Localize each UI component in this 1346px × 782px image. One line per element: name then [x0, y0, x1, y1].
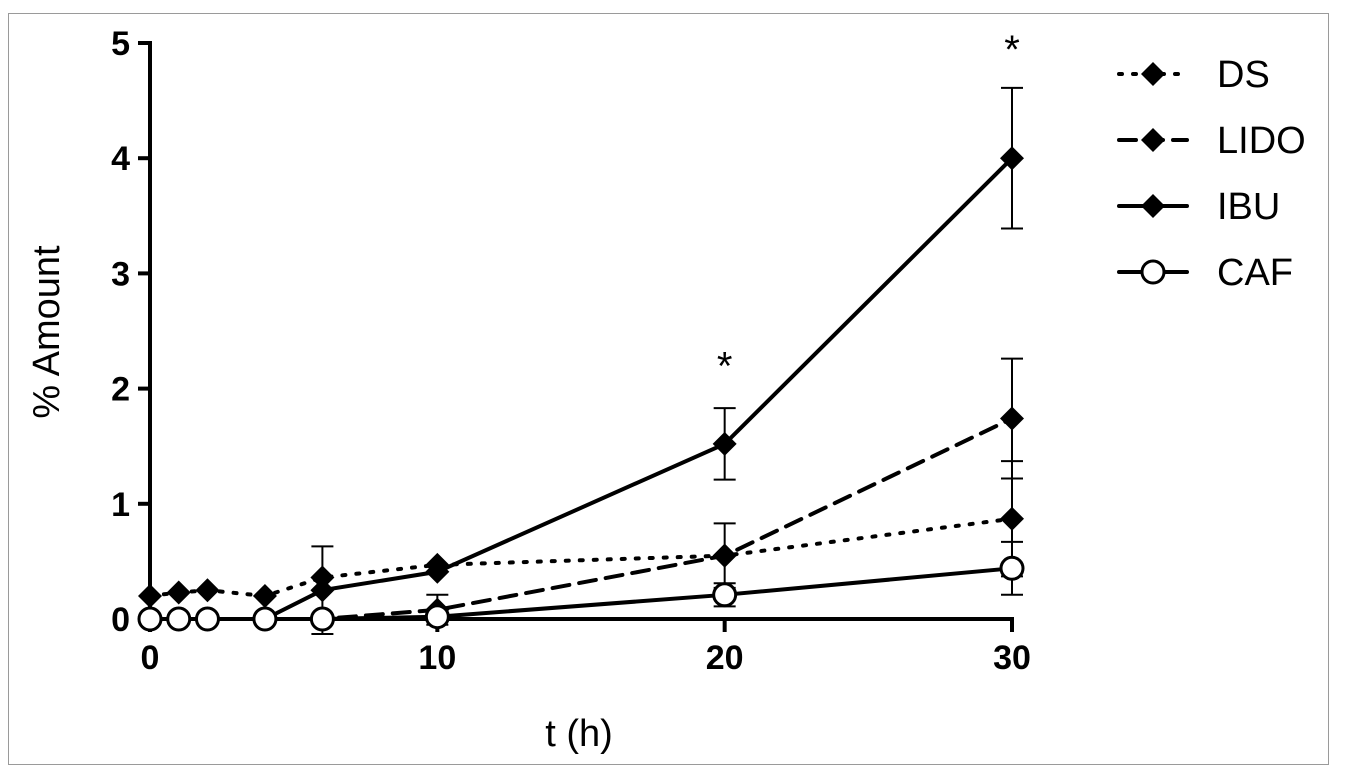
y-tick-label: 2: [111, 371, 130, 409]
legend-item-caf: CAF: [1117, 252, 1293, 294]
series-line: [148, 516, 1014, 598]
data-point: [138, 583, 162, 608]
legend-item-lido: LIDO: [1117, 120, 1306, 162]
data-point: [1141, 62, 1165, 86]
x-axis-ticks: 0 10 20 30: [141, 619, 1031, 677]
x-tick-label: 20: [706, 639, 744, 677]
x-tick-label: 30: [993, 639, 1031, 677]
data-point: [999, 555, 1025, 581]
legend-item-ds: DS: [1117, 54, 1270, 96]
data-point: [424, 604, 450, 630]
data-point: [195, 578, 220, 603]
x-axis-title: t (h): [545, 713, 613, 755]
data-point: [712, 431, 737, 456]
y-tick-label: 5: [111, 25, 130, 63]
data-point: [1141, 128, 1165, 152]
data-point: [252, 583, 277, 608]
series-line: [148, 156, 1014, 621]
data-point: [712, 582, 738, 608]
data-point: [1000, 146, 1024, 171]
significance-star: *: [1004, 28, 1020, 72]
annotations: **: [717, 28, 1020, 389]
y-tick-label: 1: [111, 486, 130, 524]
data-point: [1000, 406, 1024, 431]
legend-item-ibu: IBU: [1117, 186, 1280, 228]
legend: DS LIDO IBU CAF: [1117, 54, 1306, 294]
legend-label: LIDO: [1217, 120, 1306, 162]
data-point: [425, 559, 450, 584]
legend-label: CAF: [1217, 252, 1293, 294]
axes: [148, 41, 1014, 621]
y-tick-label: 3: [111, 255, 130, 293]
legend-label: IBU: [1217, 186, 1280, 228]
data-point: [166, 606, 192, 632]
legend-label: DS: [1217, 54, 1270, 96]
data-point: [712, 543, 737, 568]
data-point: [1140, 259, 1166, 285]
data-point: [166, 580, 191, 605]
series-ibu: [138, 86, 1024, 635]
significance-star: *: [717, 345, 733, 389]
series-ds: [138, 460, 1024, 608]
data-point: [1141, 194, 1165, 218]
y-tick-label: 0: [111, 601, 130, 639]
x-tick-label: 10: [418, 639, 456, 677]
series-caf: [137, 540, 1025, 632]
data-point: [1000, 506, 1024, 531]
data-point: [137, 606, 163, 632]
y-tick-label: 4: [111, 140, 130, 178]
series-line: [148, 416, 1014, 621]
data-point: [310, 578, 335, 603]
y-axis-ticks: 0 1 2 3 4 5: [111, 25, 150, 639]
data-point: [252, 606, 278, 632]
series-layer: [137, 86, 1025, 635]
data-point: [194, 606, 220, 632]
data-point: [309, 606, 335, 632]
y-axis-title: % Amount: [26, 245, 68, 419]
x-tick-label: 0: [141, 639, 160, 677]
